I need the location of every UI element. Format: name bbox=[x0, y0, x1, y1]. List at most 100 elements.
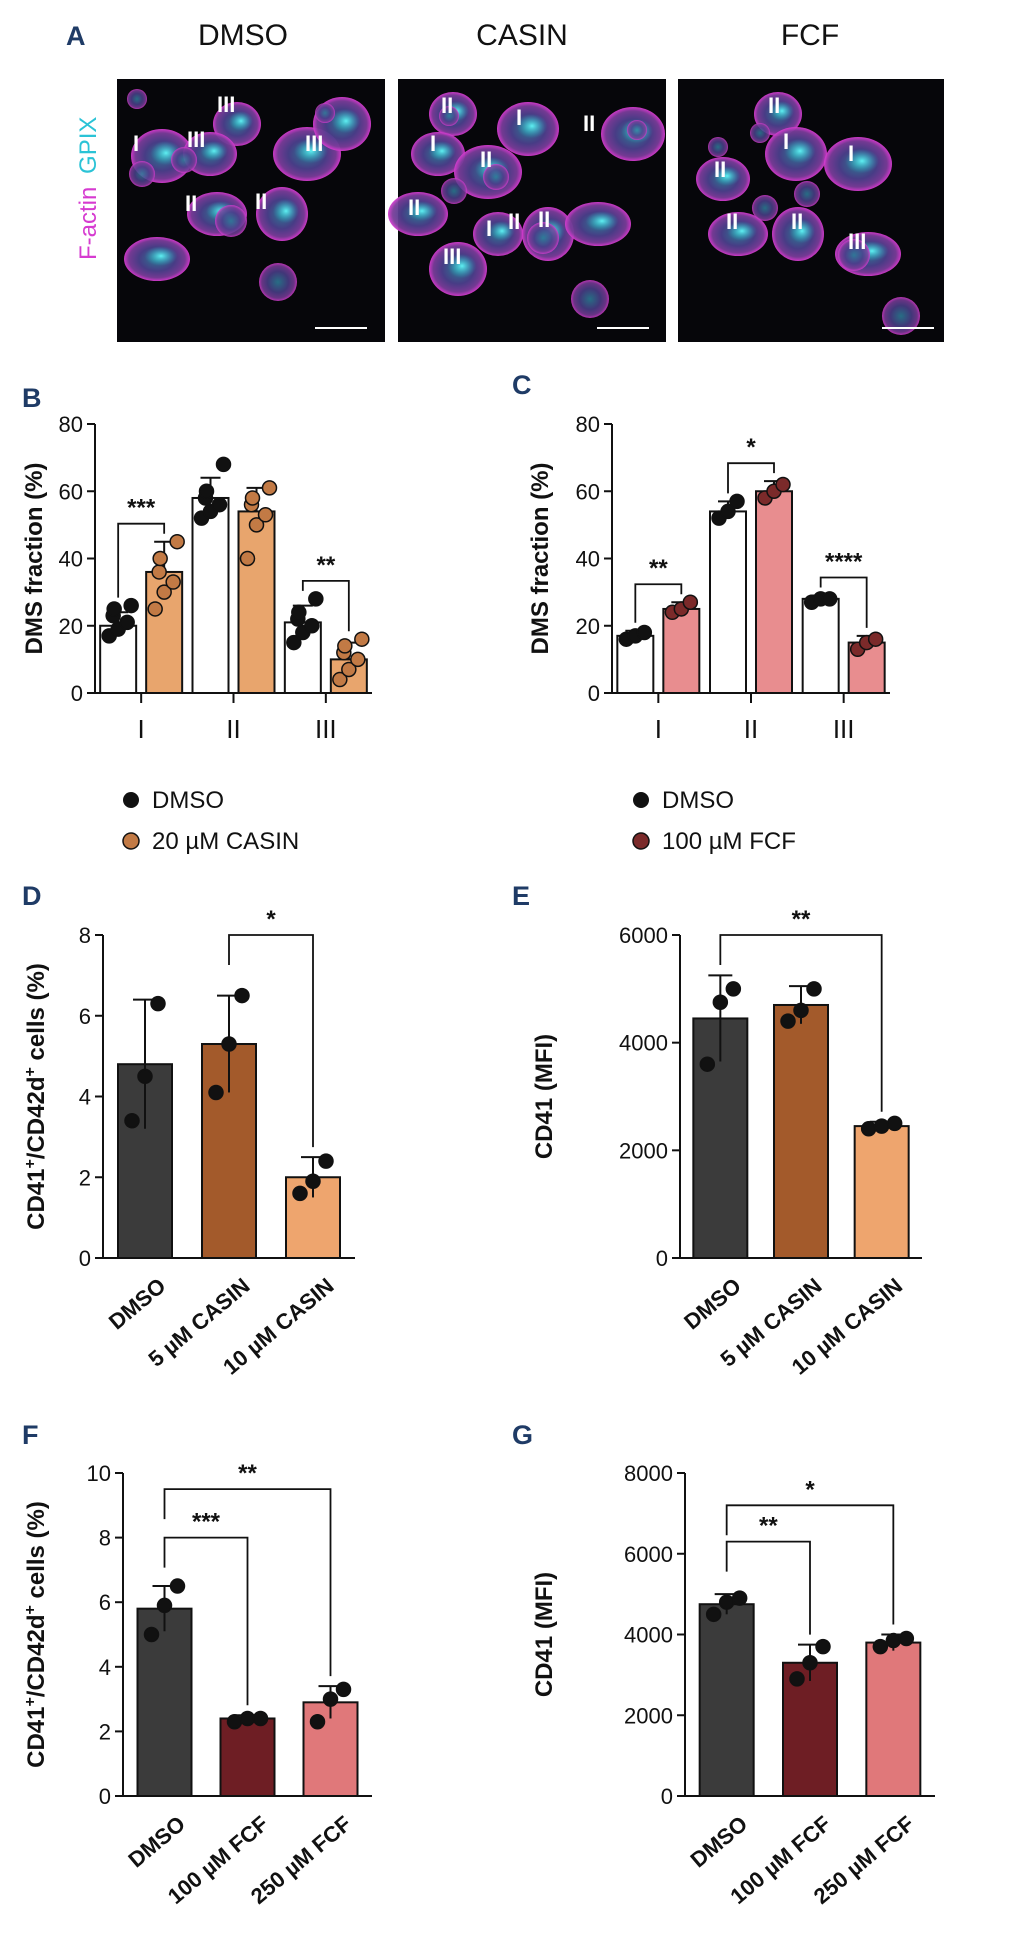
cell-stage-label: II bbox=[480, 147, 492, 172]
column-title-dmso: DMSO bbox=[198, 19, 288, 52]
cell-blob bbox=[627, 120, 647, 140]
y-tick-label: 0 bbox=[79, 1246, 91, 1271]
bar bbox=[853, 1125, 910, 1259]
legend-c-dmso: DMSO bbox=[662, 787, 734, 814]
cell-stage-label: III bbox=[848, 229, 866, 254]
cell-blob bbox=[129, 161, 155, 187]
cell-stage-label: II bbox=[714, 157, 726, 182]
gpix-signal bbox=[770, 101, 794, 121]
data-point bbox=[257, 507, 274, 523]
data-point bbox=[106, 601, 122, 617]
x-tick-label: I bbox=[655, 714, 662, 744]
data-point bbox=[215, 456, 232, 473]
data-point bbox=[244, 490, 261, 506]
cell-blob bbox=[315, 103, 335, 123]
data-point bbox=[898, 1630, 915, 1647]
cell-stage-label: I bbox=[133, 131, 139, 156]
x-tick-label: I bbox=[138, 714, 145, 744]
bar bbox=[662, 607, 701, 694]
data-point bbox=[292, 1185, 308, 1202]
y-tick-label: 4000 bbox=[619, 1031, 668, 1056]
significance-stars: ** bbox=[649, 555, 668, 582]
cell-stage-label: II bbox=[768, 93, 780, 118]
data-point bbox=[147, 601, 163, 617]
significance-bracket bbox=[819, 576, 868, 628]
legend-dot-dmso bbox=[633, 792, 649, 808]
data-point bbox=[806, 981, 822, 997]
cell-blob bbox=[750, 123, 770, 143]
data-point bbox=[286, 634, 302, 651]
y-tick-label: 4000 bbox=[624, 1623, 673, 1648]
data-point bbox=[815, 1638, 831, 1655]
significance-bracket bbox=[634, 583, 683, 623]
data-point bbox=[873, 1118, 890, 1134]
significance-bracket bbox=[727, 462, 775, 494]
gpix-signal bbox=[727, 221, 757, 241]
panel-label-d: D bbox=[22, 881, 42, 911]
cell-stage-label: II bbox=[255, 189, 267, 214]
column-title-fcf: FCF bbox=[781, 19, 839, 52]
y-tick-label: 60 bbox=[59, 479, 83, 504]
y-tick-label: 6 bbox=[79, 1004, 91, 1029]
bar bbox=[782, 1661, 838, 1797]
stain-cyan-label: GPIX bbox=[75, 117, 102, 174]
y-tick-label: 8 bbox=[79, 923, 91, 948]
gpix-signal bbox=[784, 138, 816, 164]
bar bbox=[865, 1641, 922, 1797]
cell-blob bbox=[441, 178, 467, 204]
x-tick-label: III bbox=[315, 714, 337, 744]
data-point bbox=[720, 503, 736, 520]
cell-blob bbox=[708, 137, 728, 157]
data-point bbox=[775, 476, 791, 493]
data-point bbox=[234, 987, 250, 1004]
cell-blob bbox=[215, 205, 247, 237]
significance-stars: **** bbox=[825, 548, 863, 575]
cell-blob bbox=[171, 147, 197, 173]
significance-stars: ** bbox=[792, 906, 811, 933]
data-point bbox=[304, 618, 320, 634]
y-axis-label: CD41 (MFI) bbox=[531, 1572, 558, 1697]
data-point bbox=[239, 550, 256, 567]
y-tick-label: 40 bbox=[59, 547, 83, 572]
x-tick-label: DMSO bbox=[686, 1811, 753, 1873]
y-tick-label: 2 bbox=[99, 1719, 111, 1744]
data-point bbox=[636, 624, 653, 641]
panel-label-c: C bbox=[512, 370, 532, 400]
data-point bbox=[198, 483, 215, 499]
data-point bbox=[156, 584, 172, 600]
data-point bbox=[341, 661, 357, 678]
data-point bbox=[354, 631, 370, 647]
legend-c-fcf: 100 µM FCF bbox=[662, 828, 796, 855]
data-point bbox=[239, 1710, 256, 1727]
data-point bbox=[309, 1713, 326, 1730]
data-point bbox=[150, 995, 166, 1012]
cell-stage-label: I bbox=[430, 131, 436, 156]
significance-bracket bbox=[228, 934, 314, 1148]
data-point bbox=[123, 597, 139, 614]
y-tick-label: 0 bbox=[656, 1246, 668, 1271]
legend-b-casin: 20 µM CASIN bbox=[152, 828, 299, 855]
y-tick-label: 2000 bbox=[619, 1138, 668, 1163]
cell-blob bbox=[439, 106, 459, 126]
y-tick-label: 0 bbox=[588, 681, 600, 706]
gpix-signal bbox=[489, 221, 515, 241]
legend-dot-casin bbox=[122, 832, 140, 850]
data-point bbox=[867, 631, 884, 647]
data-point bbox=[221, 1036, 237, 1052]
cell-stage-label: II bbox=[791, 209, 803, 234]
gpix-signal bbox=[407, 201, 437, 221]
bar bbox=[773, 1003, 829, 1259]
cell-blob bbox=[483, 164, 509, 190]
data-point bbox=[712, 994, 729, 1011]
cell-stage-label: III bbox=[217, 92, 235, 117]
legend-c: DMSO 100 µM FCF bbox=[632, 787, 796, 855]
cell-stage-label: II bbox=[726, 209, 738, 234]
cell-blob bbox=[571, 280, 609, 318]
x-tick-label: III bbox=[833, 714, 855, 744]
